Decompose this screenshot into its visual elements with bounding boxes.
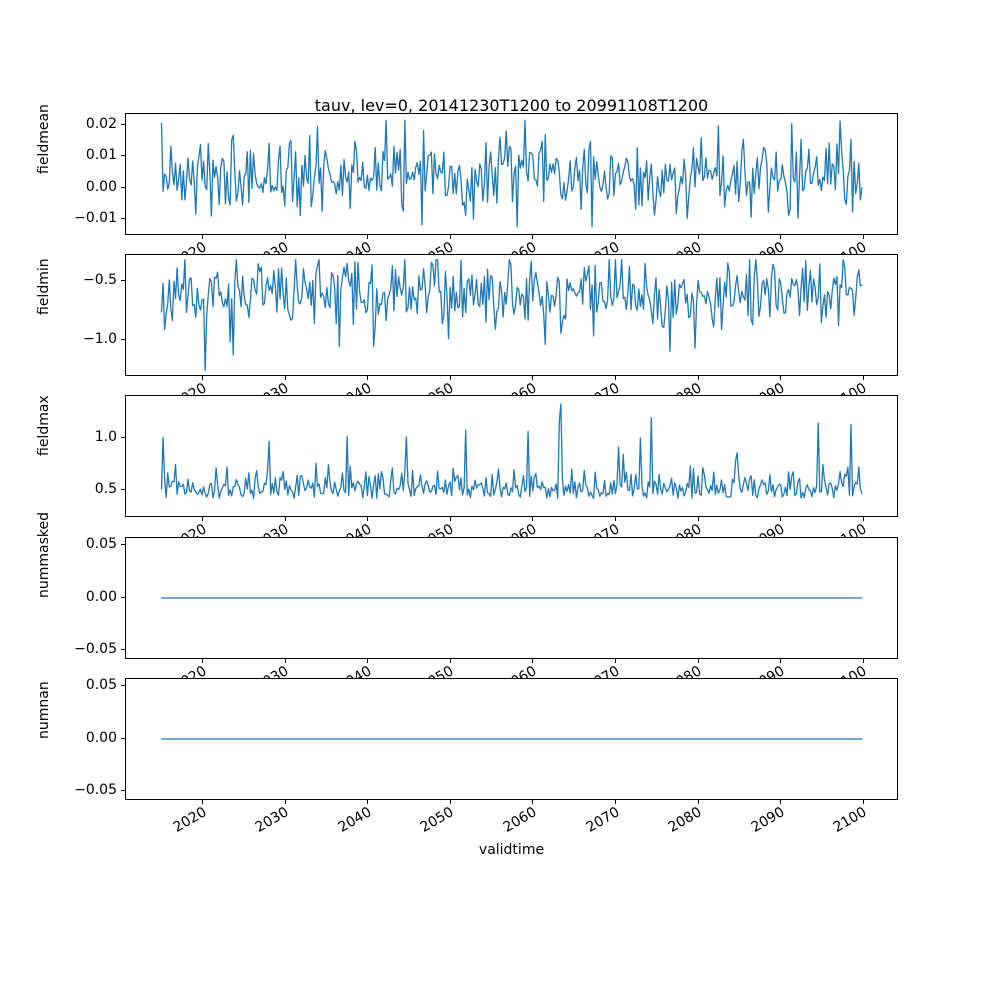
y-tick-mark — [121, 218, 125, 220]
x-tick-mark — [449, 659, 451, 663]
y-tick-label: 0.01 — [85, 147, 117, 164]
axes-numnan: numnan 0.05 0.00 −0.05 2020 2030 2040 2050 2060… — [0, 677, 1000, 836]
x-tick-mark — [284, 517, 286, 521]
plot-area-numnan — [125, 678, 898, 800]
y-tick-label: −0.05 — [74, 640, 117, 657]
y-tick-label: 0.00 — [85, 729, 117, 746]
y-tick-label: −0.5 — [83, 272, 117, 289]
x-tick-mark — [367, 517, 369, 521]
x-tick-mark — [367, 659, 369, 663]
x-tick-mark — [202, 376, 204, 380]
y-tick-mark — [121, 123, 125, 125]
x-tick-mark — [615, 659, 616, 663]
x-tick-mark — [367, 376, 369, 380]
y-tick-mark — [121, 737, 125, 739]
y-tick-mark — [121, 155, 125, 157]
x-tick-mark — [615, 376, 616, 380]
x-tick-mark — [202, 235, 204, 239]
x-tick-mark — [615, 800, 616, 804]
x-tick-mark — [615, 235, 616, 239]
x-tick-mark — [862, 800, 864, 804]
x-tick-mark — [697, 517, 699, 521]
x-axis-label: validtime — [478, 842, 545, 858]
x-tick-mark — [780, 517, 782, 521]
y-tick-label: 1.0 — [94, 428, 117, 445]
y-tick-mark — [121, 544, 125, 546]
line-series-numnan — [160, 738, 863, 740]
axes-nummasked: nummasked 0.050.00−0.0520202030204020502… — [0, 512, 1000, 695]
y-tick-mark — [121, 186, 125, 188]
y-tick-mark — [121, 280, 125, 282]
x-tick-mark — [532, 517, 534, 521]
x-tick-mark — [532, 800, 534, 804]
y-tick-label: −0.05 — [74, 781, 117, 798]
y-tick-mark — [121, 596, 125, 598]
x-tick-mark — [532, 235, 534, 239]
x-tick-mark — [202, 800, 204, 804]
x-tick-mark — [780, 235, 782, 239]
x-tick-mark — [449, 235, 451, 239]
line-series-fieldmax — [160, 403, 863, 500]
x-tick-mark — [862, 376, 864, 380]
plot-area-fieldmin — [125, 254, 898, 376]
plot-area-fieldmax — [125, 395, 898, 517]
x-tick-mark — [284, 376, 286, 380]
y-tick-label: 0.05 — [85, 677, 117, 694]
x-tick-mark — [615, 517, 616, 521]
x-tick-mark — [284, 235, 286, 239]
x-tick-mark — [697, 235, 699, 239]
y-tick-mark — [121, 338, 125, 340]
y-tick-mark — [121, 685, 125, 687]
x-tick-mark — [202, 659, 204, 663]
x-tick-mark — [780, 800, 782, 804]
x-tick-mark — [862, 517, 864, 521]
x-tick-mark — [862, 659, 864, 663]
axes-fieldmax: fieldmax 1.00.52020203020402050206020702… — [0, 395, 1000, 553]
plot-area-fieldmean — [125, 113, 898, 235]
y-tick-label: 0.02 — [85, 115, 117, 132]
x-tick-mark — [697, 376, 699, 380]
x-tick-mark — [367, 235, 369, 239]
x-tick-mark — [449, 800, 451, 804]
chart-title: tauv, lev=0, 20141230T1200 to 20991108T1… — [314, 96, 709, 115]
line-series-fieldmean — [160, 119, 863, 228]
x-tick-mark — [449, 376, 451, 380]
x-tick-mark — [284, 659, 286, 663]
y-tick-label: 0.00 — [85, 178, 117, 195]
x-tick-mark — [284, 800, 286, 804]
y-tick-mark — [121, 488, 125, 490]
y-tick-mark — [121, 789, 125, 791]
x-tick-mark — [697, 800, 699, 804]
x-tick-mark — [449, 517, 451, 521]
y-tick-mark — [121, 648, 125, 650]
x-tick-mark — [780, 659, 782, 663]
plot-area-nummasked — [125, 537, 898, 659]
y-tick-mark — [121, 436, 125, 438]
y-tick-label: 0.5 — [94, 480, 117, 497]
x-tick-mark — [532, 659, 534, 663]
y-tick-label: −1.0 — [83, 330, 117, 347]
line-series-nummasked — [160, 597, 863, 599]
axes-fieldmean: fieldmean 0.020.010.00−0.012020203020402… — [0, 104, 1000, 271]
x-tick-mark — [202, 517, 204, 521]
x-tick-mark — [780, 376, 782, 380]
x-tick-mark — [367, 800, 369, 804]
line-series-fieldmin — [160, 259, 863, 371]
x-tick-mark — [697, 659, 699, 663]
x-tick-mark — [862, 235, 864, 239]
x-tick-mark — [532, 376, 534, 380]
y-tick-label: −0.01 — [74, 210, 117, 227]
axes-fieldmin: fieldmin −0.5−1.020202030204020502060207… — [0, 254, 1000, 412]
y-tick-label: 0.00 — [85, 588, 117, 605]
y-tick-label: 0.05 — [85, 536, 117, 553]
